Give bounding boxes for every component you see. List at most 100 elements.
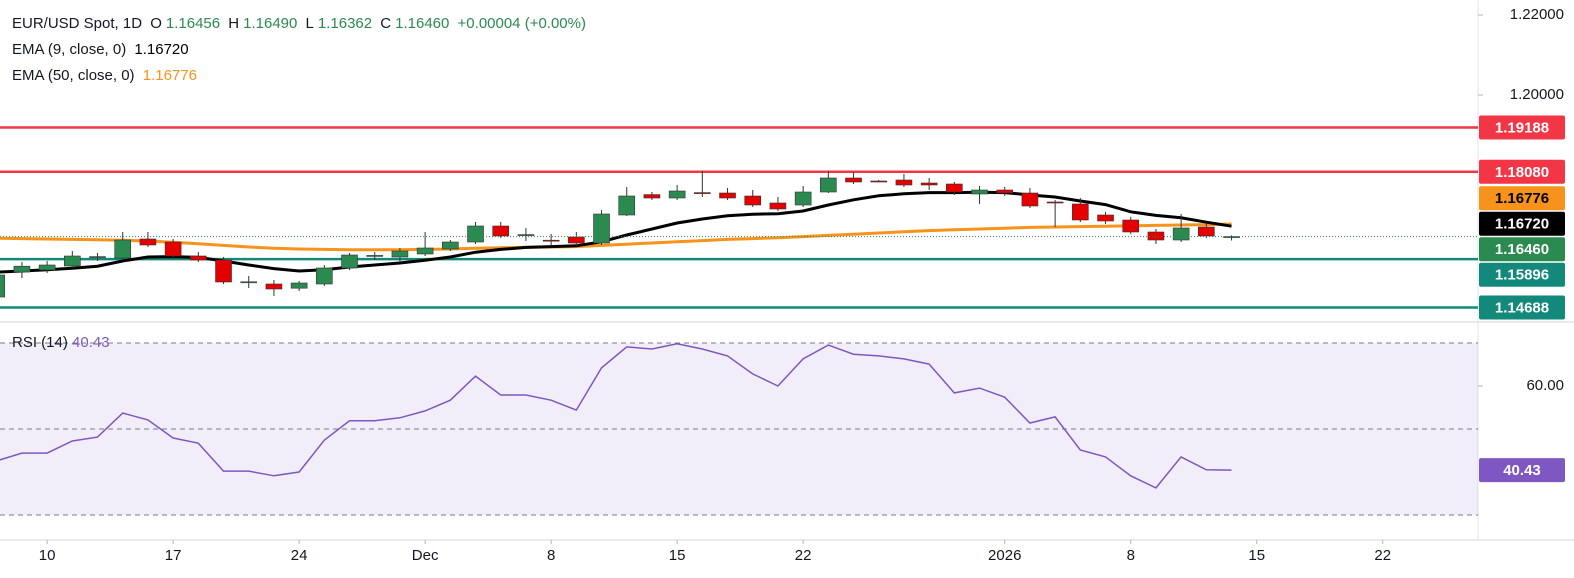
candle-body — [492, 225, 510, 237]
candle-body — [946, 183, 963, 193]
candle-body — [618, 195, 636, 216]
candle-body — [668, 190, 686, 199]
candle-body — [542, 239, 560, 242]
x-tick-label: Dec — [412, 547, 439, 564]
candle-body — [568, 236, 585, 244]
change: +0.00004 (+0.00%) — [457, 15, 586, 32]
x-tick-label: 24 — [291, 547, 308, 564]
candle-body — [1198, 226, 1215, 237]
candle-body — [820, 177, 837, 193]
ema-name: EMA (50, close, 0) — [12, 67, 135, 84]
ohlc-key: H — [228, 15, 240, 32]
candle-body — [290, 282, 308, 289]
price-tag-label: 1.16720 — [1495, 216, 1549, 233]
price-tag — [1479, 159, 1565, 184]
price-tag-label: 1.18080 — [1495, 164, 1549, 181]
ema-row: EMA (9, close, 0) 1.16720 — [12, 37, 590, 63]
y-tick-label: 1.22000 — [1510, 6, 1564, 23]
candle-body — [64, 255, 81, 267]
x-tick-label: 2026 — [988, 547, 1021, 564]
symbol: EUR/USD Spot, 1D — [12, 15, 143, 32]
price-tag-label: 1.16776 — [1495, 190, 1549, 207]
ohlc-key: L — [305, 15, 314, 32]
candle-body — [845, 177, 862, 183]
ohlc-value: 1.16460 — [395, 15, 450, 32]
x-tick-label: 8 — [1127, 547, 1135, 564]
candle-body — [89, 256, 106, 258]
candle-body — [895, 179, 913, 186]
rsi-tag — [1479, 458, 1565, 483]
rsi-name: RSI (14) — [12, 334, 68, 351]
ohlc-key: C — [380, 15, 392, 32]
price-tag-label: 1.16460 — [1495, 241, 1549, 258]
candle-body — [1172, 227, 1190, 241]
candle-body — [164, 241, 182, 257]
ohlc-value: 1.16362 — [317, 15, 373, 32]
ema-line — [0, 222, 1232, 252]
candle-body — [1122, 219, 1140, 233]
x-tick-label: 15 — [1248, 547, 1265, 564]
ema-value: 1.16776 — [142, 67, 197, 84]
candle-body — [416, 247, 434, 255]
y-tick-label: 1.20000 — [1510, 86, 1564, 103]
price-tag-label: 1.14688 — [1495, 299, 1549, 316]
candle-body — [114, 239, 132, 259]
candle-body — [920, 182, 938, 186]
x-tick-label: 22 — [795, 547, 812, 564]
candle-body — [694, 192, 711, 194]
candle-body — [1046, 201, 1064, 204]
price-tag-label: 1.15896 — [1495, 267, 1549, 284]
candle-body — [391, 250, 409, 258]
price-tag — [1479, 115, 1565, 140]
x-tick-label: 10 — [39, 547, 56, 564]
candle-body — [38, 264, 56, 271]
x-tick-label: 17 — [165, 547, 182, 564]
candle-body — [719, 192, 736, 199]
candle-body — [316, 267, 333, 285]
rsi-line — [0, 343, 1232, 489]
rsi-tag-label: 40.43 — [1503, 462, 1541, 479]
rsi-header: RSI (14) 40.43 — [12, 334, 110, 351]
candle-body — [996, 189, 1014, 194]
candle-body — [1097, 214, 1114, 222]
candle-body — [0, 274, 6, 298]
candle-body — [366, 255, 384, 257]
candle-body — [794, 191, 812, 206]
candle-body — [341, 254, 358, 269]
candle-body — [1072, 203, 1089, 221]
price-row: EUR/USD Spot, 1D O 1.16456 H 1.16490 L 1.16… — [12, 11, 590, 37]
price-tag — [1479, 186, 1565, 211]
candle-body — [13, 265, 31, 273]
candle-body — [467, 225, 484, 243]
candle-body — [215, 259, 232, 283]
candle-body — [971, 189, 988, 195]
candle-body — [190, 255, 207, 261]
ema-row: EMA (50, close, 0) 1.16776 — [12, 63, 590, 89]
y-tick-label: 60.00 — [1526, 377, 1564, 394]
x-tick-label: 22 — [1374, 547, 1391, 564]
candle-body — [769, 202, 787, 210]
ohlc-value: 1.16456 — [165, 15, 221, 32]
candle-body — [1147, 231, 1165, 241]
price-tag — [1479, 262, 1565, 287]
candle-body — [593, 213, 610, 244]
candle-body — [870, 180, 888, 183]
ohlc-key: O — [150, 15, 162, 32]
candle-body — [1223, 236, 1240, 238]
ema-name: EMA (9, close, 0) — [12, 41, 127, 58]
rsi-value: 40.43 — [72, 334, 110, 351]
price-tag — [1479, 211, 1565, 236]
candle-body — [442, 241, 459, 250]
ohlc-value: 1.16490 — [243, 15, 298, 32]
candle-body — [517, 234, 535, 236]
candle-body — [1021, 192, 1039, 207]
candle-body — [240, 281, 258, 284]
legend-header: EUR/USD Spot, 1D O 1.16456 H 1.16490 L 1.16… — [12, 11, 590, 89]
price-tag-label: 1.19188 — [1495, 119, 1549, 136]
candle-body — [139, 238, 157, 246]
candle-body — [643, 194, 661, 199]
ema-value: 1.16720 — [134, 41, 189, 58]
candle-body — [744, 195, 762, 206]
